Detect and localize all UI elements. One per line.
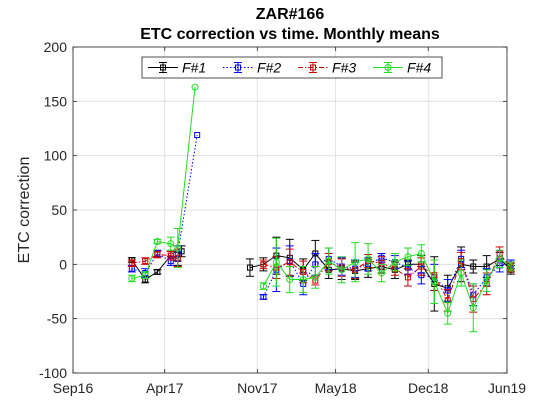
data-point [191,83,199,91]
data-point [153,238,161,246]
chart-subtitle: ETC correction vs time. Monthly means [140,26,440,43]
data-point [246,264,253,271]
data-point [167,240,175,248]
x-tick-label: Dec18 [408,380,449,396]
data-point [417,249,425,257]
data-point [483,277,491,285]
y-tick-label: -50 [47,311,67,327]
x-tick-label: Nov17 [237,380,278,396]
x-tick-label: Apr17 [146,380,184,396]
data-point [404,253,412,261]
series-layer [127,83,515,333]
data-point [194,132,201,139]
y-tick-label: 0 [59,256,67,272]
legend-marker [384,64,392,71]
y-tick-label: -100 [39,365,67,381]
data-point [174,244,182,252]
data-point [404,274,411,281]
legend-label: F#2 [257,60,281,76]
y-tick-label: 200 [44,39,68,55]
legend-marker [235,64,241,71]
x-tick-label: Sep16 [53,380,94,396]
data-point [325,257,333,265]
y-axis-label: ETC correction [16,157,33,264]
data-point [469,304,477,312]
data-point [457,269,465,277]
legend-marker [310,64,316,71]
data-point [507,263,515,271]
data-point [260,261,267,268]
legend-marker [160,64,166,71]
data-point [496,255,504,263]
x-tick-label: Jun19 [488,380,526,396]
data-point [128,260,135,267]
data-point [430,278,438,286]
data-point [260,293,267,300]
axes-box [72,46,508,374]
legend: F#1 F#2 F#3 F#4 [141,56,443,79]
series-line [131,87,512,315]
y-tick-label: 100 [44,148,68,164]
data-point [154,251,161,258]
ticks: -100 -50 0 50 100 150 200 Sep16 Apr17 Nov17 May18 D… [39,39,526,396]
data-point [154,268,161,275]
data-point [338,266,346,274]
chart-title: ZAR#166 [256,6,325,23]
data-point [286,259,293,266]
y-tick-label: 150 [44,93,68,109]
legend-label: F#3 [332,60,356,76]
series-f4 [127,83,515,333]
data-point [259,282,267,290]
data-point [167,252,174,259]
data-point [142,258,149,265]
data-point [286,276,294,284]
data-point [391,258,399,266]
series-f3 [127,246,515,313]
data-point [444,309,452,317]
x-tick-label: May18 [315,380,357,396]
data-point [299,276,307,284]
legend-box [141,56,443,79]
data-point [272,258,280,266]
data-point [311,273,319,281]
data-point [470,263,477,270]
legend-label: F#4 [407,60,431,76]
data-point [141,271,149,279]
data-point [351,258,359,266]
data-point [364,255,372,263]
legend-label: F#1 [182,60,206,76]
data-point [378,269,386,277]
data-point [418,263,425,270]
data-point [128,274,136,282]
y-tick-label: 50 [51,202,67,218]
